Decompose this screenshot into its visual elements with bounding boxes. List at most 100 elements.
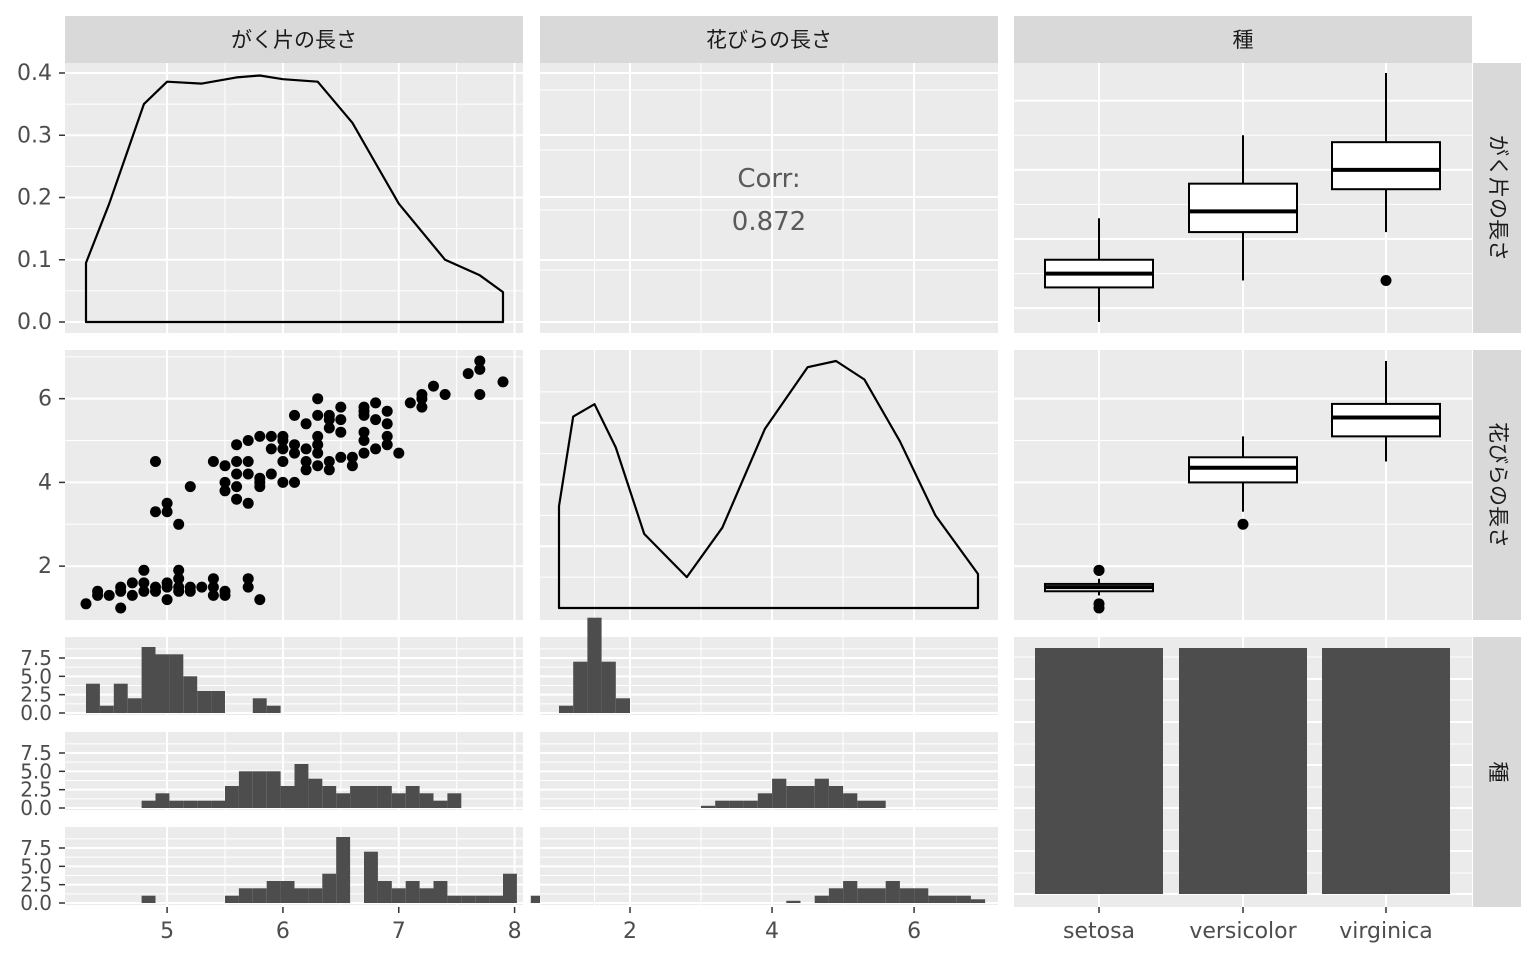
hist-bar [113,683,128,713]
x-tick-label: 2 [623,919,637,944]
y-tick-label: 0.0 [20,891,52,915]
scatter-point [231,439,243,451]
scatter-point [115,602,127,614]
hist-bar [364,851,378,903]
scatter-point [92,589,104,601]
hist-bar [252,698,267,713]
y-tick-label: 0.1 [17,248,52,273]
box-outlier [1237,518,1249,530]
scatter-point [428,380,439,392]
box-virginica [1331,141,1441,191]
hist-bar [828,888,844,903]
scatter-point [289,447,300,459]
scatter-point [254,472,266,484]
scatter-point [381,405,393,417]
scatter-point [173,518,185,530]
hist-bar [99,705,114,713]
x-tick-label: 4 [765,919,779,944]
hist-bar [447,793,462,808]
hist-bar [141,895,156,903]
strip-top-3 [1014,16,1472,63]
hist-bar [350,786,364,808]
strip-right-1 [1473,63,1521,333]
scatter-point [265,430,277,442]
hist-bar [266,771,281,808]
hist-bar [956,895,971,903]
hist-bar [225,895,239,903]
hist-bar [743,800,758,808]
scatter-point [358,435,370,446]
hist-bar [433,800,448,808]
strip-right-label: 花びらの長さ [1486,422,1510,548]
hist-bar [322,873,337,903]
density-curve-sepal [84,74,505,324]
hist-bar [772,778,787,808]
y-tick-label: 4 [38,470,52,495]
hist-bar [280,786,295,808]
strip-right-2 [1473,350,1521,620]
hist-bar [127,698,142,713]
scatter-point [207,456,219,467]
strip-top-label: 花びらの長さ [706,28,832,52]
scatter-point [80,598,92,610]
hist-bar [155,654,170,713]
hist-bar [294,888,309,903]
y-tick-label: 6 [38,387,52,412]
scatter-point [207,573,219,585]
hist-bar [843,881,858,903]
scatter-point [126,577,138,589]
hist-bar [377,786,392,808]
scatter-point [474,363,486,375]
y-tick-label: 7.5 [20,836,52,860]
scatter-point [381,430,393,442]
hist-bar [899,888,915,903]
scatter-point [265,468,277,480]
scatter-point [150,585,161,597]
hist-bar [391,888,406,903]
scatter-point [184,481,196,493]
scatter-point [474,355,486,367]
hist-bar [419,793,434,808]
hist-bar [857,800,872,808]
scatter-point [254,594,266,606]
scatter-point [497,376,509,388]
scatter-point [231,493,243,505]
hist-bar [169,800,184,808]
scatter-point [161,506,173,518]
hist-bar [601,661,616,713]
hist-bar [871,888,886,903]
hist-bar [489,895,503,903]
hist-bar [729,800,744,808]
x-tick-label: 7 [392,919,406,944]
box-virginica [1331,402,1441,438]
x-tick-label: setosa [1063,919,1135,944]
y-tick-label: 0.3 [17,123,52,148]
hist-bar [183,800,198,808]
scatter-point [358,447,370,459]
scatter-point [277,443,289,455]
scatter-point [173,585,185,597]
hist-bar [814,778,829,808]
hist-bar [86,683,100,713]
hist-bar [615,698,630,713]
hist-bar [928,895,943,903]
scatter-point [312,447,324,459]
strip-right-label: がく片の長さ [1486,135,1510,261]
scatter-point [346,460,358,472]
scatter-point [312,409,324,421]
hist-bar [252,771,267,808]
hist-bar [211,691,225,713]
scatter-point [219,585,231,597]
scatter-point [323,409,335,421]
y-tick-label: 7.5 [20,741,52,765]
scatter-point [277,430,289,442]
hist-bar [266,705,281,713]
hist-bar [377,881,392,903]
hist-bar [843,793,858,808]
scatter-point [115,581,127,593]
hist-bar [587,617,602,713]
y-tick-label: 2 [38,554,52,579]
correlation-value: 0.872 [732,207,806,237]
hist-bar [225,786,239,808]
scatter-point [242,456,254,467]
